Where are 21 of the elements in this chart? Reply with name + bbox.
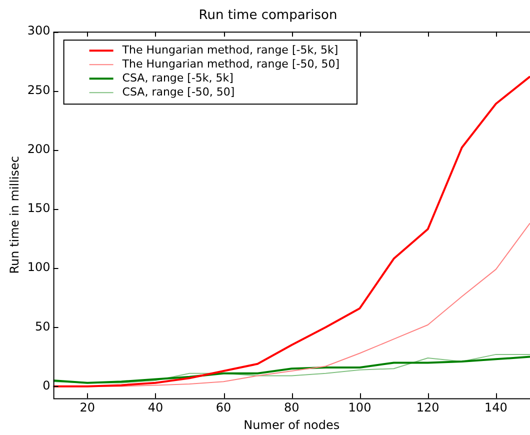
x-axis-title: Numer of nodes (244, 418, 340, 432)
chart-title: Run time comparison (198, 8, 338, 24)
x-tick-label: 60 (216, 400, 232, 415)
y-tick-label: 250 (27, 82, 50, 97)
y-tick-label: 200 (27, 142, 50, 156)
x-tick-label: 140 (484, 400, 508, 415)
legend-label: The Hungarian method, range [-5k, 5k] (121, 43, 338, 56)
y-tick-label: 50 (35, 319, 50, 334)
legend-label: CSA, range [-50, 50] (122, 85, 235, 98)
y-axis-title: Run time in millisec (7, 156, 22, 274)
x-tick-label: 120 (416, 400, 440, 415)
x-tick-label: 40 (148, 400, 164, 415)
x-tick-label: 20 (80, 400, 95, 415)
legend-label: The Hungarian method, range [-50, 50] (121, 57, 340, 70)
x-tick-label: 80 (284, 400, 300, 415)
legend-label: CSA, range [-5k, 5k] (122, 71, 234, 84)
y-tick-label: 100 (27, 260, 50, 274)
x-tick-label: 100 (348, 400, 372, 415)
y-tick-label: 0 (42, 378, 50, 392)
y-tick-label: 300 (27, 24, 50, 38)
y-tick-label: 150 (27, 201, 50, 216)
